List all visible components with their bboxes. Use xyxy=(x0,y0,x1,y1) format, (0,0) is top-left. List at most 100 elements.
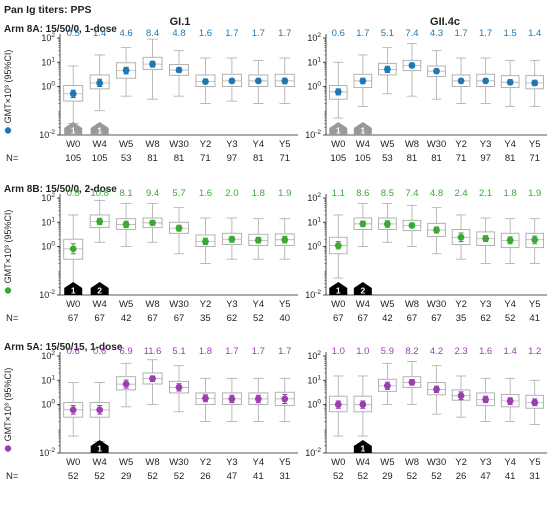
gmt-point xyxy=(96,218,104,225)
n-value: 67 xyxy=(333,313,344,324)
gmt-point xyxy=(122,67,130,74)
n-value: 41 xyxy=(529,313,540,324)
gmt-point xyxy=(69,90,77,98)
gmt-point xyxy=(482,396,490,403)
n-value: 40 xyxy=(279,313,290,324)
y-tick-label: 101 xyxy=(41,374,55,385)
n-value: 52 xyxy=(253,313,264,324)
gmt-point xyxy=(254,77,262,85)
x-tick-label: W4 xyxy=(356,457,370,468)
gmt-data-label: 1.7 xyxy=(225,346,238,357)
gmt-point xyxy=(359,220,367,228)
column-title-gii4c: GII.4c xyxy=(430,16,460,28)
gmt-data-label: 5.1 xyxy=(172,346,185,357)
dose-marker-label: 1 xyxy=(71,126,76,136)
dose-marker xyxy=(64,122,83,135)
x-tick-label: W30 xyxy=(169,139,189,150)
n-value: 31 xyxy=(529,471,540,482)
dose-marker-label: 2 xyxy=(360,286,365,296)
gmt-point xyxy=(383,65,391,73)
gmt-data-label: 8.4 xyxy=(146,28,159,39)
n-value: 53 xyxy=(382,153,393,164)
gmt-data-label: 5.9 xyxy=(381,346,394,357)
gmt-data-label: 1.0 xyxy=(332,346,345,357)
gmt-data-label: 1.5 xyxy=(504,28,517,39)
gmt-point xyxy=(457,233,465,241)
gmt-point xyxy=(506,236,514,244)
gmt-data-label: 5.7 xyxy=(172,188,185,199)
n-value: 62 xyxy=(227,313,238,324)
x-tick-label: W5 xyxy=(119,299,133,310)
x-tick-label: W0 xyxy=(66,299,80,310)
y-tick-label: 101 xyxy=(41,56,55,67)
n-value: 52 xyxy=(358,471,369,482)
n-value: 105 xyxy=(92,153,108,164)
x-tick-label: Y3 xyxy=(226,139,238,150)
n-value: 52 xyxy=(147,471,158,482)
dose-marker xyxy=(90,440,109,453)
x-tick-label: Y2 xyxy=(455,299,467,310)
gmt-data-label: 0.6 xyxy=(332,28,345,39)
dose-marker xyxy=(90,282,109,295)
y-tick-label: 10-2 xyxy=(39,129,55,140)
gmt-data-label: 2.4 xyxy=(454,188,467,199)
y-tick-label: 100 xyxy=(307,81,321,92)
gmt-point xyxy=(531,236,539,244)
gmt-point xyxy=(482,235,490,243)
arm-title: Arm 8B: 15/50/0, 2-dose xyxy=(4,184,117,195)
gmt-data-label: 0.8 xyxy=(67,188,80,199)
gmt-data-label: 7.4 xyxy=(405,28,418,39)
gmt-point xyxy=(506,78,514,86)
gmt-point xyxy=(433,226,440,234)
dose-marker xyxy=(353,440,372,453)
gmt-data-label: 1.8 xyxy=(252,188,265,199)
y-tick-label: 101 xyxy=(307,374,321,385)
x-tick-label: W5 xyxy=(380,457,394,468)
n-value: 31 xyxy=(279,471,290,482)
gmt-data-label: 0.5 xyxy=(67,28,80,39)
y-tick-label: 10-2 xyxy=(305,447,321,458)
n-value: 105 xyxy=(330,153,346,164)
n-value: 71 xyxy=(529,153,540,164)
x-tick-label: W30 xyxy=(427,457,447,468)
gmt-data-label: 1.0 xyxy=(356,346,369,357)
gmt-data-label: 1.6 xyxy=(199,28,212,39)
x-tick-label: W4 xyxy=(356,139,370,150)
n-value: 42 xyxy=(121,313,132,324)
y-tick-label: 100 xyxy=(41,81,55,92)
arm-title: Arm 5A: 15/50/15, 1-dose xyxy=(4,342,123,353)
dose-marker xyxy=(90,122,109,135)
gmt-point xyxy=(482,77,490,85)
gmt-data-label: 1.8 xyxy=(199,346,212,357)
gmt-point xyxy=(334,88,342,96)
gmt-data-label: 1.7 xyxy=(252,28,265,39)
n-value: 67 xyxy=(407,313,418,324)
gmt-point xyxy=(228,395,236,403)
n-label: N= xyxy=(6,313,19,324)
n-value: 67 xyxy=(147,313,158,324)
n-value: 67 xyxy=(68,313,79,324)
x-tick-label: W30 xyxy=(169,299,189,310)
x-tick-label: W0 xyxy=(331,457,345,468)
x-tick-label: W30 xyxy=(427,139,447,150)
n-value: 52 xyxy=(174,471,185,482)
dose-marker-label: 1 xyxy=(360,126,365,136)
gmt-data-label: 2.1 xyxy=(479,188,492,199)
x-tick-label: W4 xyxy=(93,457,107,468)
gmt-point xyxy=(433,385,440,393)
n-value: 52 xyxy=(68,471,79,482)
gmt-data-label: 8.6 xyxy=(356,188,369,199)
gmt-point xyxy=(202,394,209,402)
gmt-point xyxy=(408,378,416,386)
n-value: 41 xyxy=(505,471,516,482)
gmt-point xyxy=(359,77,367,85)
dose-marker xyxy=(64,282,83,295)
n-value: 81 xyxy=(147,153,158,164)
dose-marker-label: 1 xyxy=(97,444,102,454)
gmt-point xyxy=(149,375,156,383)
x-tick-label: Y5 xyxy=(279,139,291,150)
panel-gii4c: 10-2 100 101 102 0.6 W0 105 1.7 W4 105 5.1 W5 53 7.4 W… xyxy=(305,28,547,164)
x-tick-label: W30 xyxy=(427,299,447,310)
dose-marker-label: 1 xyxy=(97,126,102,136)
